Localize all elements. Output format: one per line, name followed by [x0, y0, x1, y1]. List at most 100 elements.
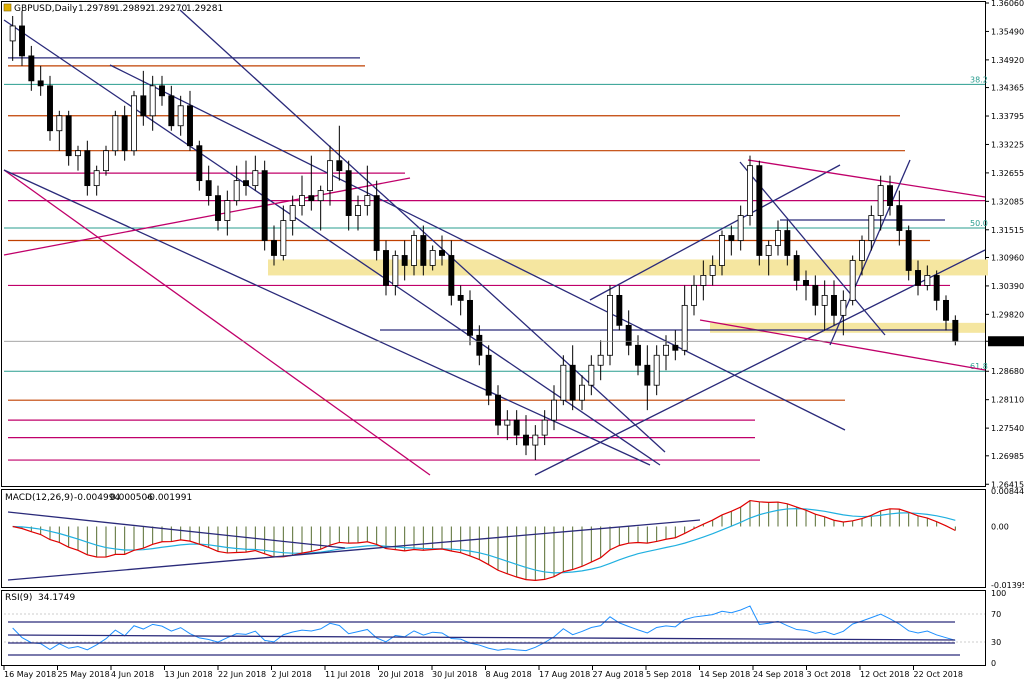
candle-20: [196, 140, 203, 191]
candle-body: [700, 275, 707, 286]
candle-body: [560, 364, 567, 401]
candle-43: [411, 230, 417, 276]
fib-label-1: 50.0: [970, 219, 988, 228]
candle-7: [75, 145, 81, 171]
candle-14: [140, 70, 147, 126]
x-tick-label: 3 Oct 2018: [807, 670, 851, 679]
macd-signal-line: [12, 507, 956, 574]
candle-body: [793, 255, 800, 281]
supply-zone: [268, 259, 988, 276]
candle-body: [56, 115, 63, 132]
macd-value-signal: 0.000506: [110, 493, 153, 503]
candle-69: [653, 345, 660, 396]
candle-51: [485, 345, 492, 406]
rsi-value: 34.1749: [38, 593, 75, 603]
candle-body: [140, 95, 147, 117]
candle-75: [709, 255, 716, 286]
candle-body: [681, 304, 688, 351]
candle-55: [523, 415, 529, 456]
candle-88: [831, 280, 837, 326]
candle-body: [653, 354, 660, 386]
candle-73: [691, 275, 697, 316]
candle-body: [280, 220, 287, 256]
candle-body: [644, 364, 651, 386]
candle-body: [663, 344, 669, 356]
candle-body: [737, 215, 744, 241]
candle-body: [784, 230, 791, 256]
candle-body: [523, 434, 529, 446]
trendline-6: [534, 249, 986, 476]
candle-1: [19, 10, 25, 66]
candle-body: [364, 195, 371, 206]
price-tick-label: 1.26415: [991, 480, 1024, 489]
candle-body: [625, 324, 632, 346]
candle-25: [243, 160, 249, 196]
candle-28: [271, 225, 277, 266]
candle-65: [616, 285, 623, 331]
candle-31: [299, 175, 305, 216]
candle-body: [28, 55, 35, 82]
candle-18: [177, 95, 184, 136]
candle-44: [420, 225, 427, 276]
candle-41: [392, 250, 399, 296]
candle-64: [607, 285, 613, 366]
candle-38: [364, 165, 371, 216]
candle-97: [915, 260, 921, 296]
candle-body: [747, 165, 753, 216]
candle-61: [579, 375, 585, 411]
candle-body: [9, 25, 16, 42]
candle-body: [756, 165, 763, 256]
candle-17: [168, 85, 175, 131]
candle-100: [943, 295, 949, 331]
candle-93: [877, 175, 884, 231]
trendline-3: [179, 9, 666, 453]
candle-48: [457, 285, 464, 316]
candle-body: [420, 235, 427, 266]
candle-body: [877, 185, 884, 216]
candle-body: [75, 150, 81, 157]
candle-body: [849, 260, 856, 301]
candle-16: [159, 75, 165, 106]
candle-body: [831, 294, 837, 316]
candle-body: [159, 85, 165, 97]
macd-tick-label: 0.00: [991, 523, 1009, 532]
rsi-panel: [1, 590, 986, 666]
candle-body: [924, 275, 931, 286]
candle-4: [47, 75, 53, 141]
ohlc-low: 1.29270: [150, 4, 187, 14]
trendline-4: [3, 177, 411, 256]
symbol-title: GBPUSD,Daily: [14, 4, 78, 14]
candle-body: [261, 170, 268, 241]
macd-trendline-2: [7, 519, 701, 581]
price-tick-label: 1.30390: [991, 282, 1024, 291]
candle-body: [19, 25, 25, 57]
candle-27: [261, 160, 268, 251]
candle-21: [205, 165, 212, 206]
candle-body: [84, 150, 91, 187]
x-tick-label: 8 Aug 2018: [486, 670, 532, 679]
candle-body: [112, 115, 119, 152]
candle-81: [765, 240, 772, 276]
x-tick-label: 2 Jul 2018: [272, 670, 312, 679]
candle-body: [504, 419, 511, 426]
candle-body: [868, 215, 875, 241]
rsi-tick-label: 30: [991, 638, 1001, 647]
candle-body: [821, 294, 828, 306]
candle-body: [859, 240, 865, 261]
trendline-1: [3, 169, 431, 476]
candle-body: [803, 280, 809, 286]
candle-body: [448, 255, 455, 296]
rsi-tick-label: 0: [991, 659, 996, 668]
candle-body: [513, 419, 520, 436]
candle-11: [112, 110, 119, 156]
candle-body: [597, 354, 604, 366]
candle-80: [756, 160, 763, 266]
candle-12: [121, 105, 128, 161]
candle-86: [812, 275, 819, 316]
price-tick-label: 1.32085: [991, 197, 1024, 206]
candle-body: [224, 200, 231, 221]
candle-body: [336, 160, 343, 172]
candle-body: [47, 85, 53, 132]
candle-body: [65, 115, 72, 157]
